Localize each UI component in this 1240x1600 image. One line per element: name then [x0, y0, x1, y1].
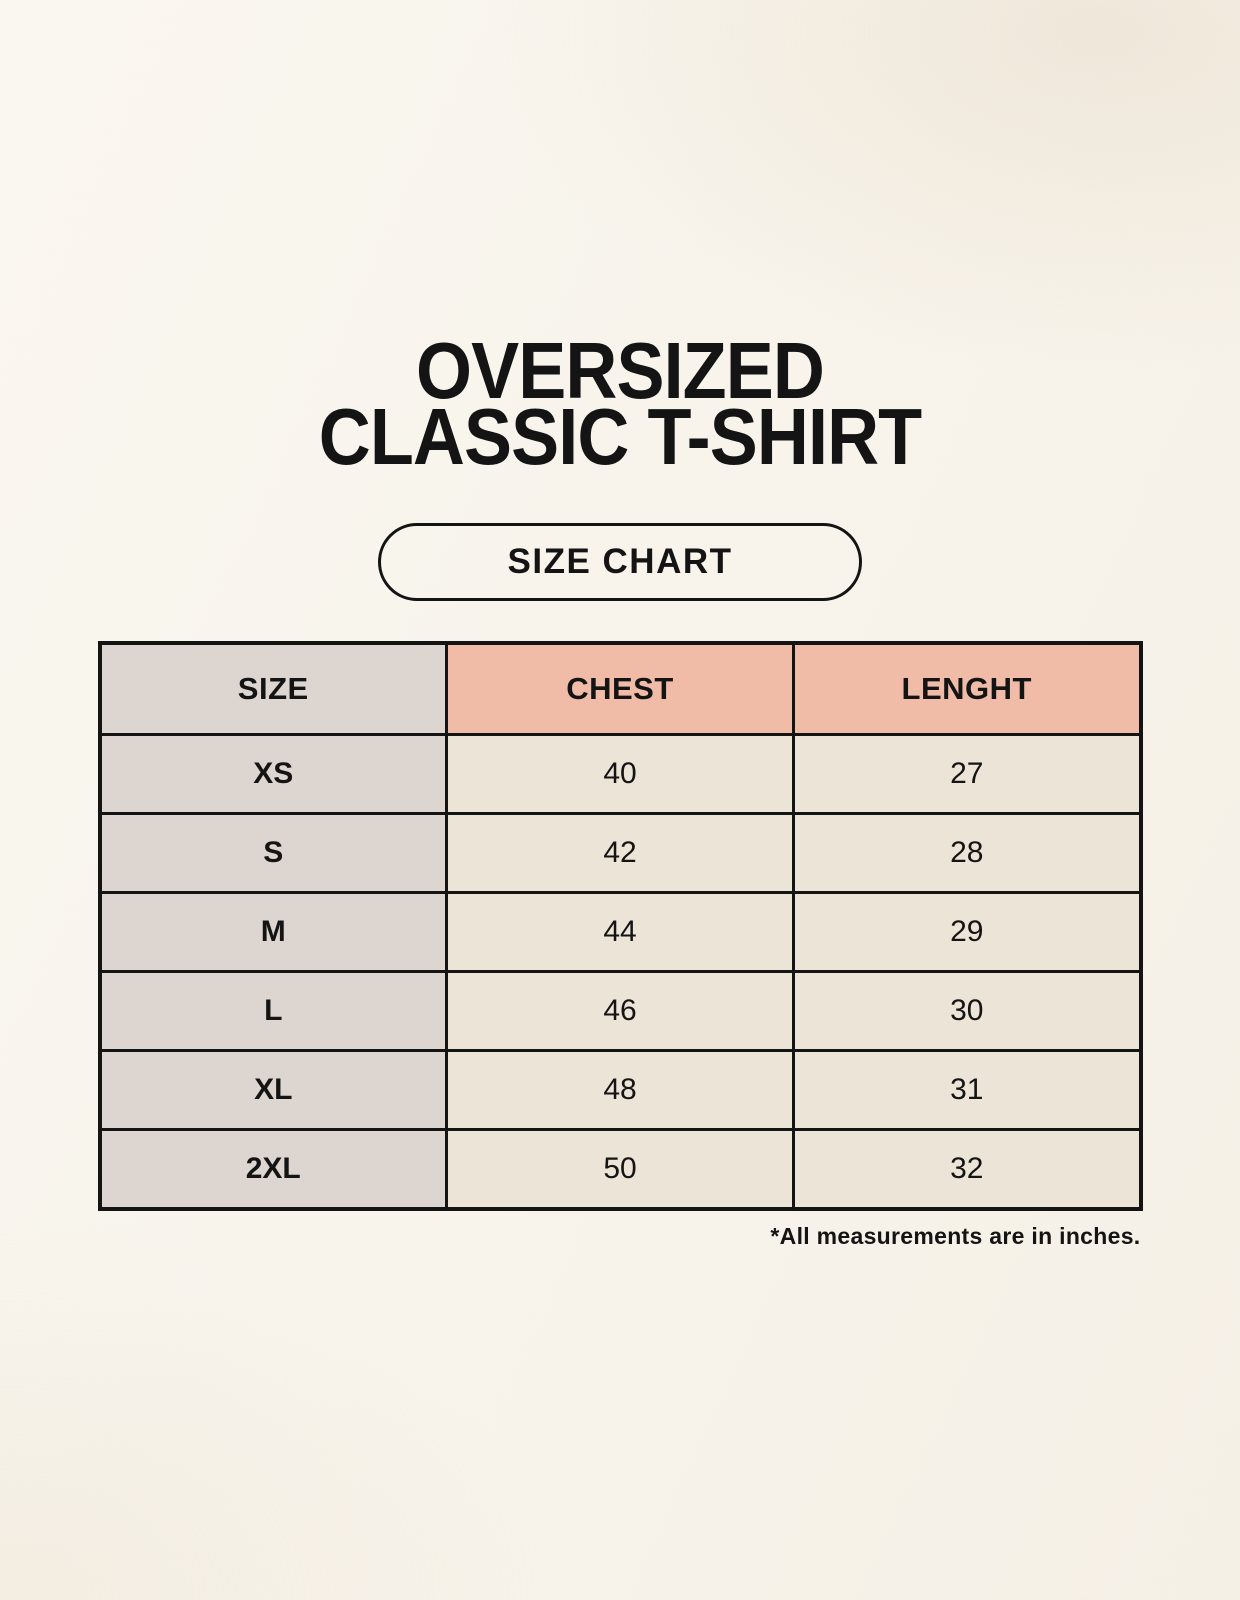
table-row: L 46 30: [98, 970, 1142, 1053]
col-header-size: SIZE: [98, 641, 448, 737]
size-chart-page: OVERSIZED CLASSIC T-SHIRT SIZE CHART SIZ…: [0, 326, 1240, 1600]
chest-cell: 44: [445, 891, 795, 974]
size-cell: L: [98, 970, 448, 1053]
table-row: XS 40 27: [98, 733, 1142, 816]
table-row: M 44 29: [98, 891, 1142, 974]
lenght-cell: 27: [792, 733, 1142, 816]
table-row: XL 48 31: [98, 1049, 1142, 1132]
chest-cell: 50: [445, 1128, 795, 1211]
lenght-cell: 29: [792, 891, 1142, 974]
size-cell: S: [98, 812, 448, 895]
size-cell: XL: [98, 1049, 448, 1132]
page-title: OVERSIZED CLASSIC T-SHIRT: [62, 326, 1178, 482]
size-chart-badge: SIZE CHART: [378, 522, 862, 601]
chest-cell: 40: [445, 733, 795, 816]
chest-cell: 46: [445, 970, 795, 1053]
title-line-2: CLASSIC T-SHIRT: [318, 392, 922, 482]
chest-cell: 48: [445, 1049, 795, 1132]
measurements-footnote: *All measurements are in inches.: [770, 1222, 1141, 1249]
lenght-cell: 32: [792, 1128, 1142, 1211]
table-row: S 42 28: [98, 812, 1142, 895]
footnote-row: *All measurements are in inches.: [98, 1223, 1143, 1250]
lenght-cell: 30: [792, 970, 1142, 1053]
table-header-row: SIZE CHEST LENGHT: [98, 641, 1142, 737]
lenght-cell: 28: [792, 812, 1142, 895]
size-chart-table: SIZE CHEST LENGHT XS 40 27 S 42 28 M 44 …: [97, 640, 1143, 1211]
col-header-chest: CHEST: [445, 641, 795, 737]
lenght-cell: 31: [792, 1049, 1142, 1132]
chest-cell: 42: [445, 812, 795, 895]
size-chart-badge-label: SIZE CHART: [507, 541, 733, 581]
title-line-1: OVERSIZED: [416, 326, 825, 415]
col-header-lenght: LENGHT: [792, 641, 1142, 737]
size-cell: 2XL: [98, 1128, 448, 1211]
size-cell: XS: [98, 733, 448, 816]
table-row: 2XL 50 32: [98, 1128, 1142, 1211]
size-cell: M: [98, 891, 448, 974]
